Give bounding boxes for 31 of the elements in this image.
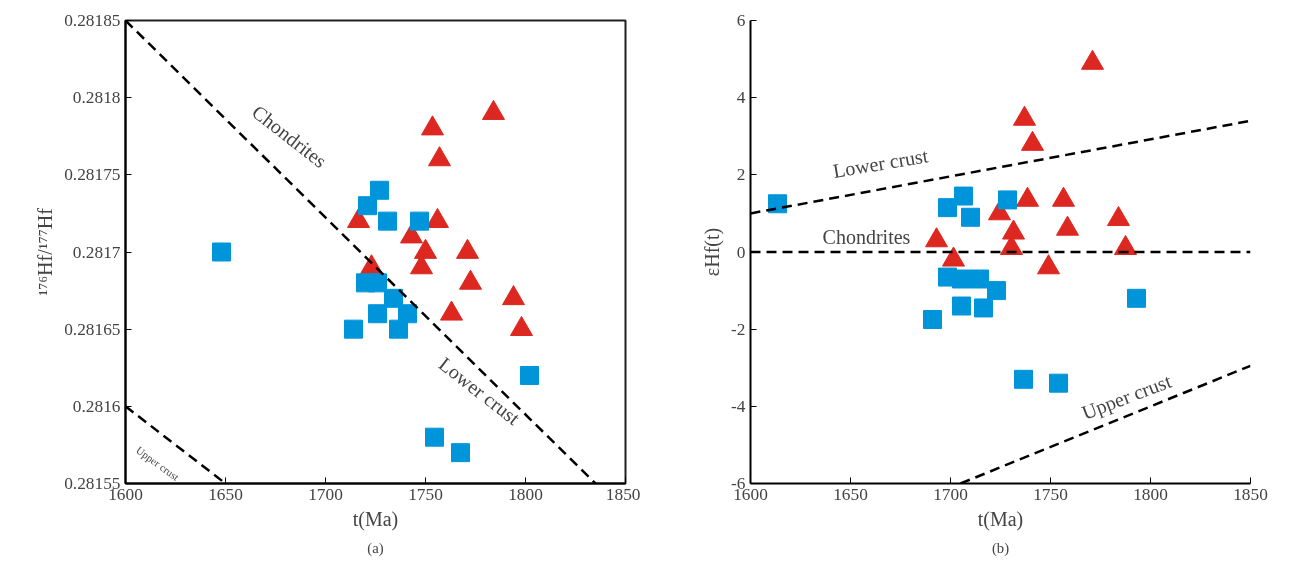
y-tick-label: 0	[736, 242, 746, 262]
y-tick-label: 0.2817	[72, 242, 121, 262]
text: (b)	[991, 539, 1010, 557]
y-tick-label: 0.28165	[64, 319, 121, 339]
x-tick-label: 1800	[508, 484, 543, 504]
y-tick-label: -4	[731, 396, 746, 416]
x-tick-label: 1750	[1033, 484, 1068, 504]
x-tick-label: 1850	[605, 484, 641, 504]
y-tick-label: -2	[731, 319, 746, 339]
y-tick-label: 6	[736, 11, 746, 30]
y-tick-label: 0.28175	[64, 165, 121, 185]
text: (a)	[367, 539, 384, 557]
y-tick-label: 0.2816	[72, 396, 121, 416]
y-tick-label: 2	[736, 165, 746, 185]
x-tick-label: 1750	[408, 484, 443, 504]
annotation: Lower crust	[831, 144, 931, 182]
y-tick-label: 0.2818	[72, 88, 121, 108]
y-axis-title: εHf(t)	[701, 227, 725, 277]
x-tick-label: 1650	[208, 484, 243, 504]
x-tick-label: 1850	[1233, 484, 1268, 504]
x-tick-label: 1700	[933, 484, 968, 504]
x-axis-title: t(Ma)	[977, 507, 1024, 531]
x-tick-label: 1800	[1133, 484, 1168, 504]
y-tick-label: 4	[736, 88, 746, 108]
x-tick-label: 1650	[833, 484, 868, 504]
y-tick-label: 0.28185	[64, 11, 121, 30]
x-axis-title: t(Ma)	[352, 507, 399, 531]
x-tick-label: 1700	[308, 484, 343, 504]
annotation: Chondrites	[822, 225, 911, 248]
annotation: Upper crust	[1078, 369, 1176, 425]
y-axis-title: ¹⁷⁶Hf/¹⁷⁷Hf	[34, 207, 57, 296]
